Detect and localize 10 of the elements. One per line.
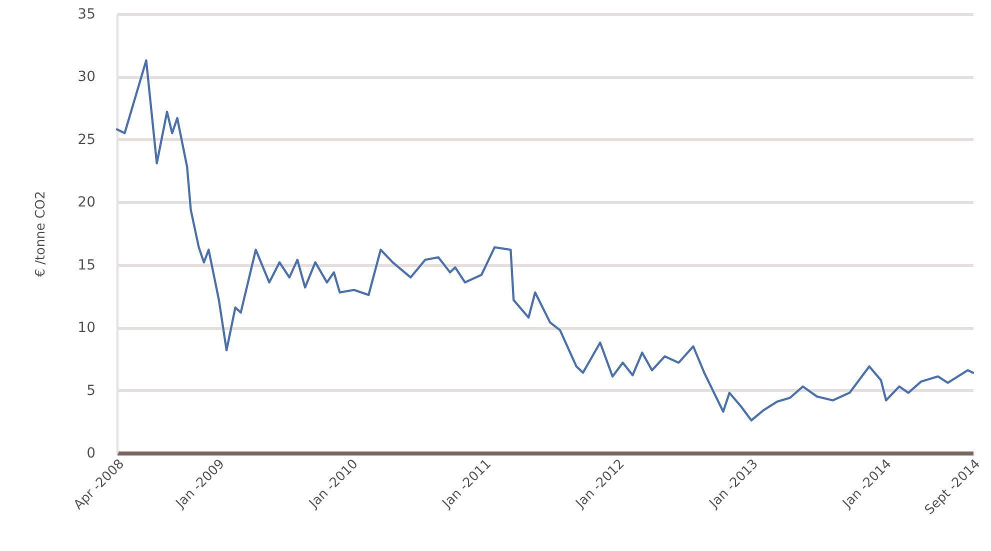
y-tick-label: 0 (86, 446, 96, 462)
y-tick-label: 25 (78, 132, 96, 148)
y-tick-label: 35 (78, 6, 96, 22)
y-tick-label: 5 (86, 382, 96, 399)
line-series (116, 59, 974, 422)
y-tick-label: 30 (78, 69, 96, 86)
y-axis-title: € /tonne CO2 (34, 190, 49, 278)
y-tick-label: 20 (78, 194, 96, 211)
y-tick-label: 15 (78, 257, 96, 274)
y-tick-label: 10 (78, 320, 96, 336)
